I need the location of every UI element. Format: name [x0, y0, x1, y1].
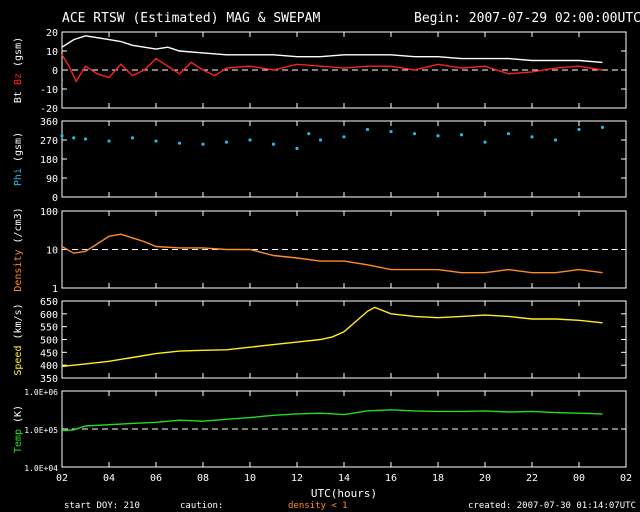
- data-point-phi: [342, 135, 346, 139]
- x-tick-label: 22: [526, 473, 538, 484]
- chart-title: ACE RTSW (Estimated) MAG & SWEPAM: [62, 11, 320, 26]
- y-axis-label-part: (/cm3): [13, 207, 24, 249]
- y-axis-label-part: Bz: [13, 73, 24, 91]
- created-time: created: 2007-07-30 01:14:07UTC: [468, 501, 636, 511]
- x-tick-label: 00: [573, 473, 585, 484]
- x-tick-label: 06: [150, 473, 162, 484]
- y-tick-label: 0: [52, 193, 58, 204]
- y-tick-label: 180: [40, 155, 58, 166]
- y-tick-label: 90: [46, 174, 58, 185]
- data-point-phi: [318, 138, 323, 142]
- data-point-phi: [130, 136, 135, 140]
- data-point-phi: [295, 146, 299, 151]
- y-axis-label: Bt Bz (gsm): [13, 37, 24, 103]
- x-tick-label: 16: [385, 473, 397, 484]
- series-line-bz: [61, 54, 603, 83]
- panel-phi: 360 270 180 90 0 Phi (gsm): [13, 117, 627, 204]
- data-point-phi: [365, 127, 370, 132]
- density-note: density < 1: [288, 501, 348, 511]
- data-point-phi: [177, 141, 182, 145]
- x-tick-label: 12: [291, 473, 303, 484]
- y-tick-label: 20: [46, 28, 58, 39]
- y-tick-label: 450: [40, 348, 58, 359]
- x-tick-label: 14: [338, 473, 350, 484]
- data-point-phi: [483, 140, 487, 144]
- data-point-phi: [600, 125, 605, 129]
- panel-mag: 20 10 0 -10 -20 Bt Bz (gsm): [13, 28, 627, 115]
- y-axis-label: Temp (K): [13, 405, 24, 453]
- x-axis-label: UTC(hours): [311, 487, 377, 500]
- data-point-phi: [530, 135, 534, 139]
- panel-frame: [61, 300, 627, 379]
- y-axis-label-part: Bt: [13, 91, 24, 103]
- y-axis-label-part: (km/s): [13, 303, 24, 345]
- y-axis-label-part: Temp: [13, 429, 24, 453]
- series-line-temp: [61, 409, 603, 432]
- y-tick-label: 500: [40, 336, 58, 347]
- y-tick-label: -10: [40, 85, 58, 96]
- y-tick-label: 1: [52, 284, 58, 295]
- caution-label: caution:: [180, 501, 223, 511]
- data-point-phi: [248, 138, 252, 142]
- y-tick-label: 650: [40, 297, 58, 308]
- data-point-phi: [307, 132, 311, 136]
- data-point-phi: [506, 132, 511, 136]
- data-point-phi: [436, 134, 440, 138]
- x-tick-label: 18: [432, 473, 444, 484]
- y-axis-label-part: (gsm): [13, 37, 24, 73]
- y-tick-label: 100: [40, 207, 58, 218]
- y-axis-label: Density (/cm3): [13, 207, 24, 291]
- y-tick-label: 400: [40, 361, 58, 372]
- series-line-speed: [61, 306, 603, 368]
- y-tick-label: 10: [46, 47, 58, 58]
- y-tick-label: 270: [40, 136, 58, 147]
- y-tick-label: 1.0E+05: [24, 426, 58, 435]
- panel-frame: [61, 120, 627, 198]
- y-tick-label: 1.0E+06: [24, 388, 58, 397]
- data-point-phi: [154, 139, 158, 143]
- series-line-density: [61, 233, 603, 274]
- y-tick-label: 360: [40, 117, 58, 128]
- data-point-phi: [83, 137, 88, 141]
- data-point-phi: [389, 129, 393, 134]
- data-point-phi: [224, 140, 229, 144]
- y-tick-label: 550: [40, 323, 58, 334]
- data-point-phi: [459, 133, 464, 137]
- y-axis-label-part: Density: [13, 250, 24, 292]
- data-point-phi: [107, 139, 111, 143]
- data-point-phi: [412, 132, 417, 136]
- y-axis-label-part: Phi: [13, 168, 24, 186]
- x-tick-label: 10: [244, 473, 256, 484]
- y-tick-label: 1.0E+04: [24, 464, 58, 473]
- data-point-phi: [201, 142, 205, 146]
- x-tick-label: 08: [197, 473, 209, 484]
- data-point-phi: [60, 134, 64, 138]
- panel-density: 100 10 1 Density (/cm3): [13, 207, 627, 295]
- y-tick-label: 0: [52, 66, 58, 77]
- y-tick-label: 10: [46, 246, 58, 257]
- y-tick-label: 600: [40, 310, 58, 321]
- y-axis-label-part: Speed: [13, 346, 24, 376]
- y-tick-label: -20: [40, 104, 58, 115]
- data-point-phi: [577, 127, 581, 132]
- x-tick-label: 20: [479, 473, 491, 484]
- x-tick-label: 04: [103, 473, 115, 484]
- series-line-bt: [61, 35, 603, 64]
- y-axis-label: Phi (gsm): [13, 132, 24, 186]
- data-point-phi: [72, 136, 76, 140]
- start-doy: start DOY: 210: [64, 501, 140, 511]
- data-point-phi: [271, 142, 276, 146]
- data-point-phi: [553, 138, 558, 142]
- y-axis-label-part: (gsm): [13, 132, 24, 168]
- y-axis-label-part: (K): [13, 405, 24, 429]
- begin-time: Begin: 2007-07-29 02:00:00UTC: [414, 11, 640, 26]
- x-tick-label: 02: [56, 473, 68, 484]
- x-tick-label: 02: [620, 473, 632, 484]
- y-axis-label: Speed (km/s): [13, 303, 24, 375]
- y-tick-label: 350: [40, 374, 58, 385]
